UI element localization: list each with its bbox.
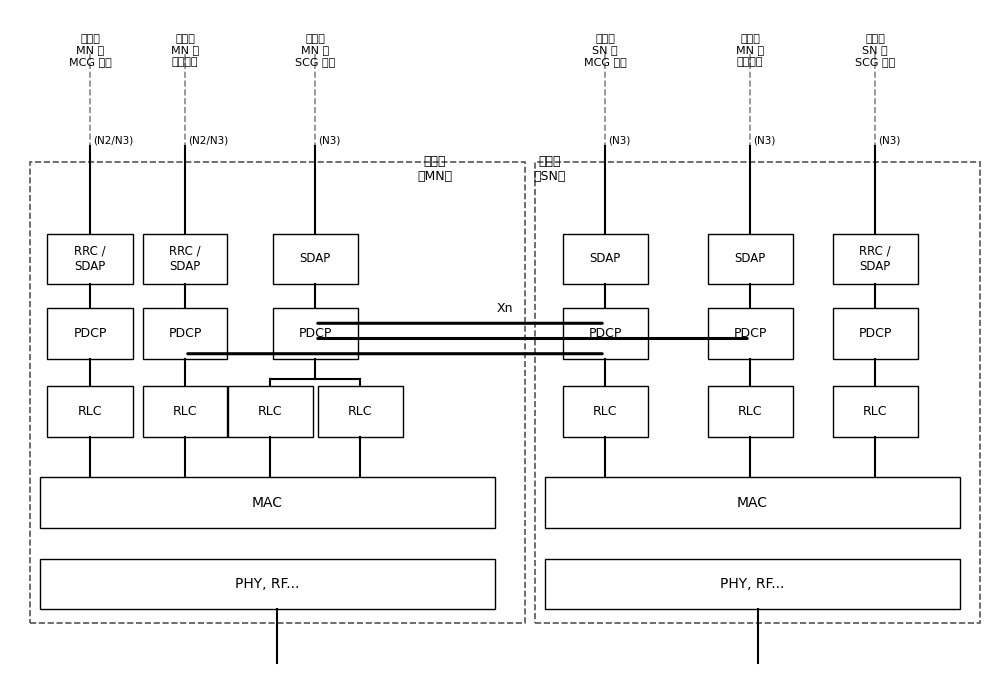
Text: 终止于
MN 的
分流承载: 终止于 MN 的 分流承载 bbox=[171, 34, 199, 67]
FancyBboxPatch shape bbox=[47, 234, 132, 284]
Text: (N3): (N3) bbox=[753, 135, 775, 146]
FancyBboxPatch shape bbox=[272, 308, 358, 359]
Text: RLC: RLC bbox=[173, 405, 197, 418]
Text: 主节点
（MN）: 主节点 （MN） bbox=[417, 155, 453, 183]
Text: PDCP: PDCP bbox=[298, 327, 332, 340]
Text: MAC: MAC bbox=[252, 496, 283, 510]
Text: RLC: RLC bbox=[738, 405, 762, 418]
Text: RLC: RLC bbox=[258, 405, 282, 418]
Text: RLC: RLC bbox=[348, 405, 372, 418]
Text: SDAP: SDAP bbox=[589, 253, 621, 265]
Text: PDCP: PDCP bbox=[73, 327, 107, 340]
FancyBboxPatch shape bbox=[47, 386, 132, 437]
Text: RRC /
SDAP: RRC / SDAP bbox=[859, 245, 891, 273]
Text: Xn: Xn bbox=[497, 301, 513, 315]
FancyBboxPatch shape bbox=[545, 559, 960, 609]
Text: PHY, RF...: PHY, RF... bbox=[235, 577, 300, 591]
FancyBboxPatch shape bbox=[562, 308, 648, 359]
FancyBboxPatch shape bbox=[832, 234, 918, 284]
FancyBboxPatch shape bbox=[272, 234, 358, 284]
Text: RLC: RLC bbox=[593, 405, 617, 418]
FancyBboxPatch shape bbox=[708, 234, 792, 284]
FancyBboxPatch shape bbox=[47, 308, 132, 359]
FancyBboxPatch shape bbox=[143, 386, 227, 437]
Text: SDAP: SDAP bbox=[734, 253, 766, 265]
FancyBboxPatch shape bbox=[832, 386, 918, 437]
FancyBboxPatch shape bbox=[562, 234, 648, 284]
Text: 终止于
MN 的
MCG 承载: 终止于 MN 的 MCG 承载 bbox=[69, 34, 111, 67]
Text: 终止于
MN 的
SCG 承载: 终止于 MN 的 SCG 承载 bbox=[295, 34, 335, 67]
Text: 终止于
SN 的
MCG 承载: 终止于 SN 的 MCG 承载 bbox=[584, 34, 626, 67]
FancyBboxPatch shape bbox=[708, 386, 792, 437]
FancyBboxPatch shape bbox=[143, 308, 227, 359]
Text: RLC: RLC bbox=[863, 405, 887, 418]
FancyBboxPatch shape bbox=[832, 308, 918, 359]
Text: RRC /
SDAP: RRC / SDAP bbox=[74, 245, 106, 273]
Text: PHY, RF...: PHY, RF... bbox=[720, 577, 785, 591]
Text: PDCP: PDCP bbox=[858, 327, 892, 340]
FancyBboxPatch shape bbox=[318, 386, 402, 437]
FancyBboxPatch shape bbox=[143, 234, 227, 284]
Text: 终止于
MN 的
分流承载: 终止于 MN 的 分流承载 bbox=[736, 34, 764, 67]
FancyBboxPatch shape bbox=[40, 559, 495, 609]
Text: (N3): (N3) bbox=[608, 135, 630, 146]
Text: 从节点
（SN）: 从节点 （SN） bbox=[534, 155, 566, 183]
Text: PDCP: PDCP bbox=[733, 327, 767, 340]
FancyBboxPatch shape bbox=[545, 477, 960, 528]
Text: (N2/N3): (N2/N3) bbox=[93, 135, 133, 146]
Text: RRC /
SDAP: RRC / SDAP bbox=[169, 245, 201, 273]
Text: PDCP: PDCP bbox=[588, 327, 622, 340]
Text: RLC: RLC bbox=[78, 405, 102, 418]
FancyBboxPatch shape bbox=[708, 308, 792, 359]
Text: (N3): (N3) bbox=[318, 135, 340, 146]
Text: MAC: MAC bbox=[737, 496, 768, 510]
Text: PDCP: PDCP bbox=[168, 327, 202, 340]
Text: (N2/N3): (N2/N3) bbox=[188, 135, 228, 146]
FancyBboxPatch shape bbox=[562, 386, 648, 437]
FancyBboxPatch shape bbox=[228, 386, 312, 437]
FancyBboxPatch shape bbox=[40, 477, 495, 528]
Text: 终止于
SN 的
SCG 承载: 终止于 SN 的 SCG 承载 bbox=[855, 34, 895, 67]
Text: (N3): (N3) bbox=[878, 135, 900, 146]
Text: SDAP: SDAP bbox=[299, 253, 331, 265]
